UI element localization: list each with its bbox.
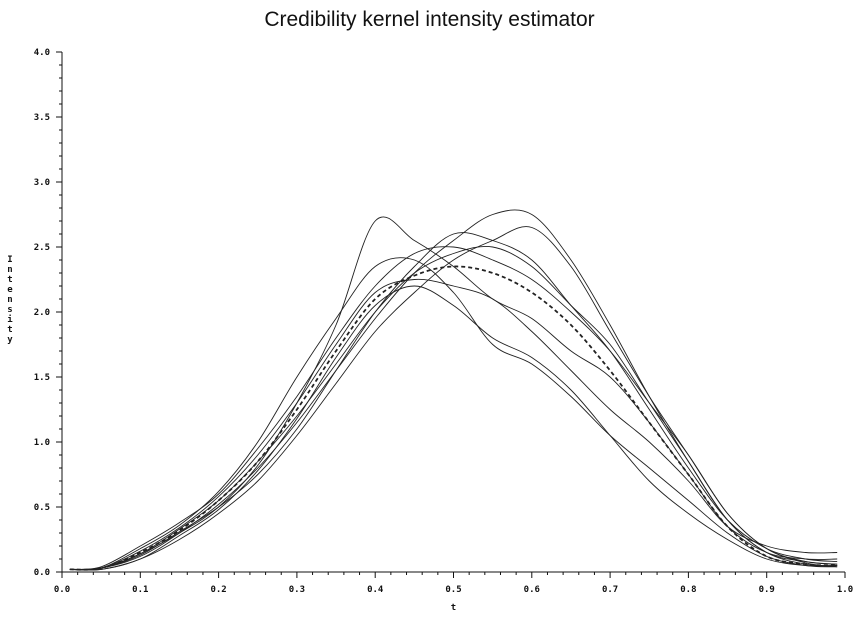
y-tick-label: 2.0 [34, 308, 50, 318]
axes [56, 51, 846, 578]
chart-title: Credibility kernel intensity estimator [264, 8, 595, 31]
x-tick-label: 0.6 [524, 585, 540, 595]
y-tick-label: 3.0 [34, 178, 50, 188]
series-line-9 [69, 246, 838, 571]
series-line-7 [69, 226, 838, 571]
y-tick-label: 1.0 [34, 438, 50, 448]
x-tick-label: 0.8 [680, 585, 696, 595]
x-tick-label: 0.2 [210, 585, 226, 595]
x-tick-label: 0.1 [132, 585, 148, 595]
series-layer [69, 209, 838, 571]
series-line-5 [69, 209, 838, 570]
x-tick-label: 0.0 [54, 585, 70, 595]
x-tick-label: 0.7 [602, 585, 618, 595]
x-tick-label: 0.9 [759, 585, 775, 595]
y-tick-label: 4.0 [34, 48, 50, 58]
x-axis-label: t [451, 603, 456, 613]
series-line-2 [69, 216, 838, 571]
axis-labels: 0.0 0.1 0.2 0.3 0.4 0.5 0.6 0.7 0.8 0.9 1.0 0.0 0.5 1… [7, 48, 853, 613]
series-line-6 [69, 278, 838, 571]
x-tick-label: 0.3 [289, 585, 305, 595]
x-tick-label: 0.4 [367, 585, 384, 595]
y-tick-label: 2.5 [34, 243, 50, 253]
y-tick-label: 0.0 [34, 568, 50, 578]
series-line-4 [69, 285, 838, 571]
y-tick-label: 0.5 [34, 503, 50, 513]
x-tick-label: 0.5 [445, 585, 461, 595]
series-line-8 [69, 257, 838, 571]
y-tick-label: 3.5 [34, 113, 50, 123]
x-tick-label: 1.0 [837, 585, 853, 595]
y-tick-label: 1.5 [34, 373, 50, 383]
series-line-10 [69, 232, 838, 571]
